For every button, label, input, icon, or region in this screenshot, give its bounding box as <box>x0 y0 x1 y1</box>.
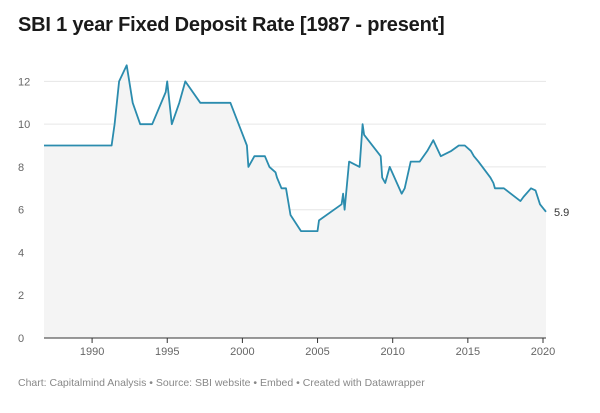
y-tick-label: 0 <box>18 333 24 345</box>
footer-credits: Chart: Capitalmind Analysis • Source: SB… <box>18 377 425 389</box>
x-axis-labels: 1990 1995 2000 2005 2010 2015 2020 <box>80 346 555 358</box>
x-tick-label: 2010 <box>380 346 404 358</box>
y-tick-label: 10 <box>18 119 30 131</box>
x-tick-label: 2020 <box>531 346 555 358</box>
end-value-label: 5.9 <box>554 207 569 219</box>
y-tick-label: 8 <box>18 162 24 174</box>
x-axis-ticks <box>91 338 544 343</box>
x-tick-label: 2005 <box>305 346 329 358</box>
y-tick-label: 2 <box>18 290 24 302</box>
chart-title: SBI 1 year Fixed Deposit Rate [1987 - pr… <box>18 14 445 36</box>
area-fill <box>44 65 546 339</box>
y-tick-label: 12 <box>18 76 30 88</box>
rate-line <box>44 64 547 232</box>
x-tick-label: 2000 <box>230 346 254 358</box>
y-axis-labels: 0 2 4 6 8 10 12 <box>18 76 30 345</box>
x-tick-label: 2015 <box>456 346 480 358</box>
y-tick-label: 4 <box>18 247 24 259</box>
x-tick-label: 1995 <box>155 346 179 358</box>
x-tick-label: 1990 <box>80 346 104 358</box>
y-tick-label: 6 <box>18 205 24 217</box>
